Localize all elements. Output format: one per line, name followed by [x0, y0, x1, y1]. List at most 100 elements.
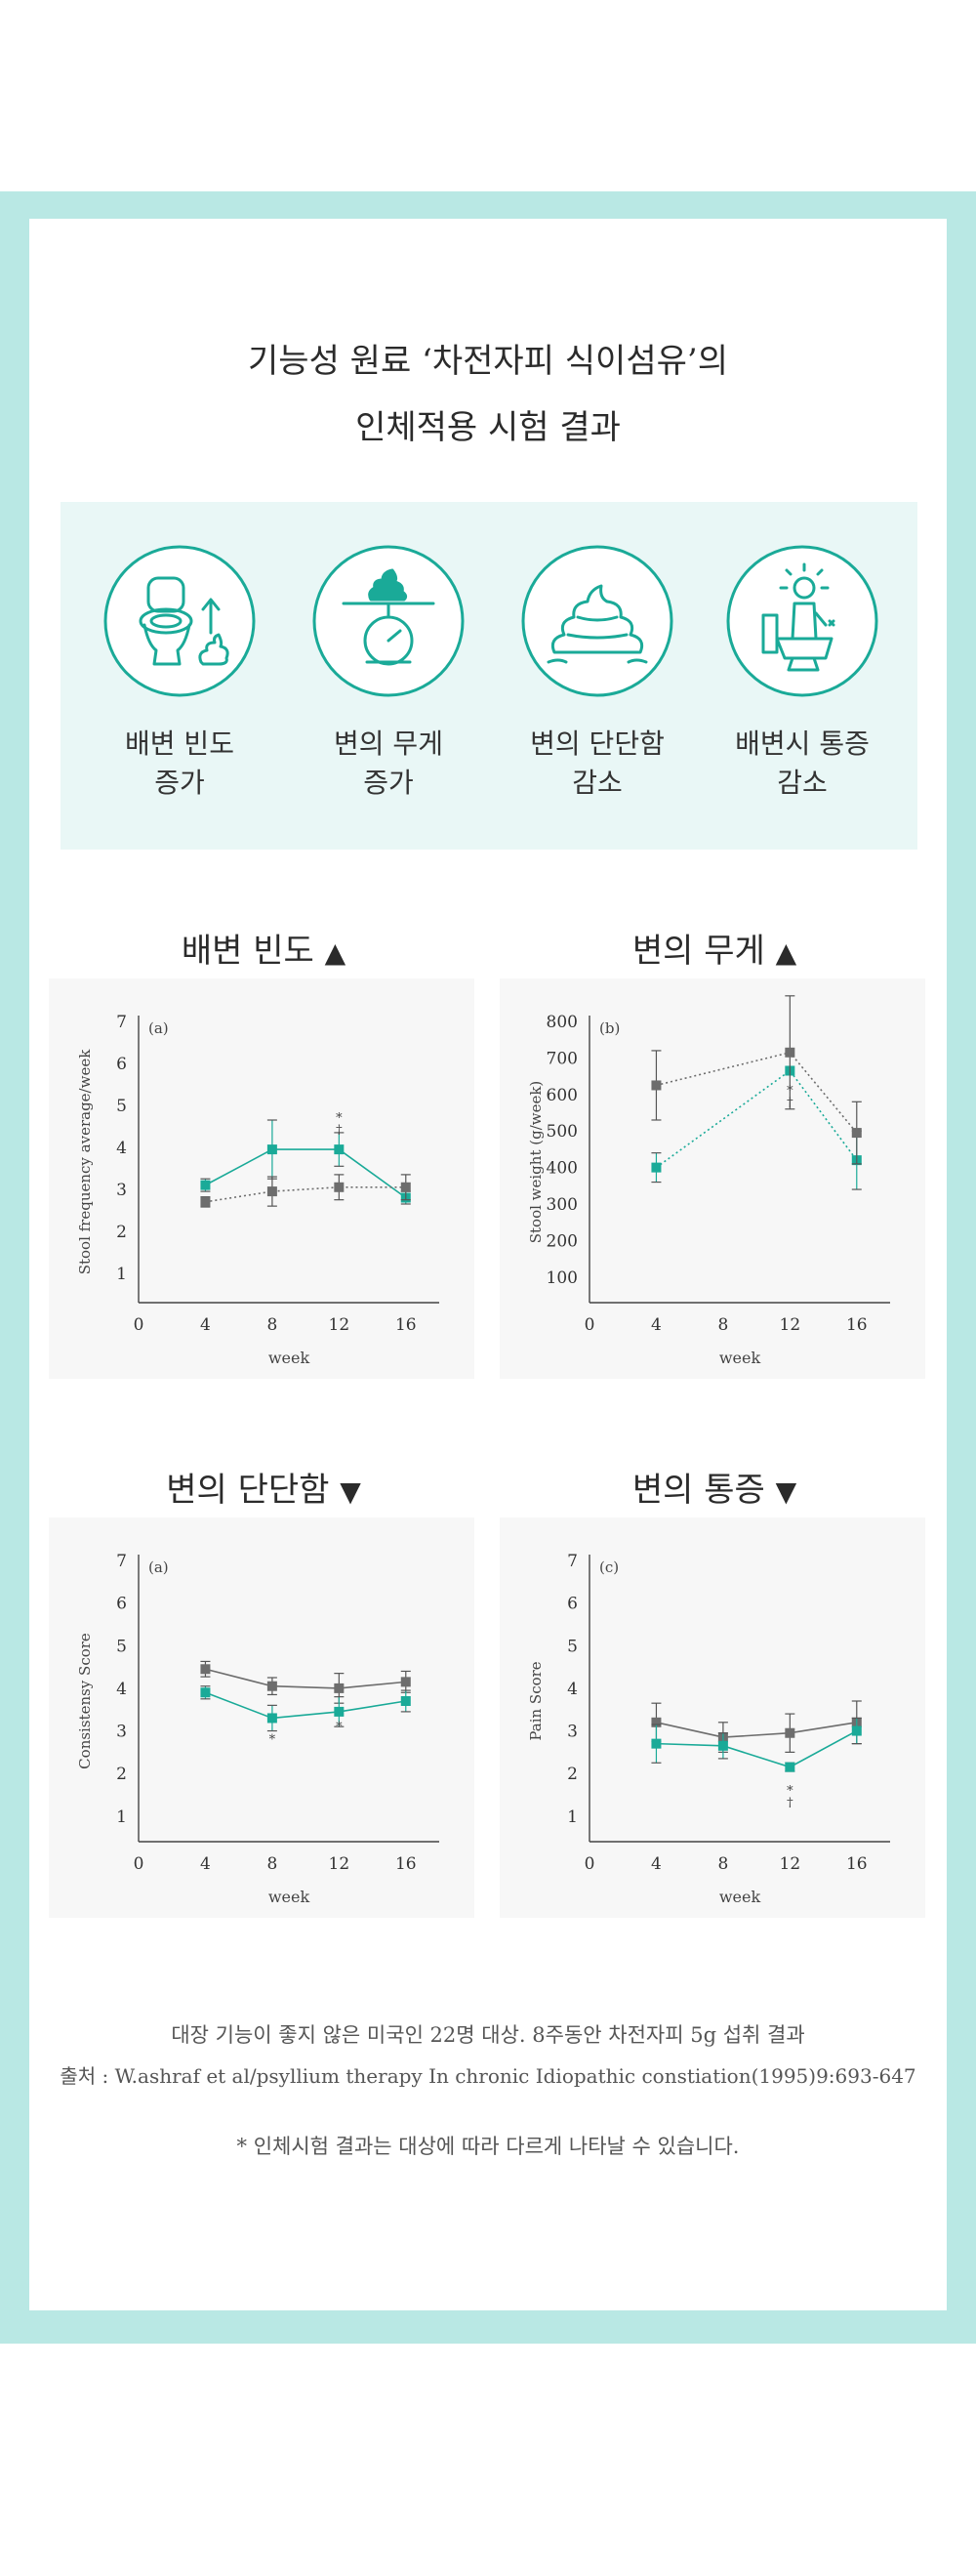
- x-tick-label: 8: [266, 1315, 277, 1335]
- data-point: [400, 1696, 411, 1706]
- data-point: [651, 1162, 662, 1173]
- series-line: [205, 1185, 406, 1203]
- benefit-label: 변의 무게 증가: [334, 727, 443, 799]
- y-tick-label: 6: [116, 1055, 127, 1074]
- series-line: [656, 1051, 858, 1134]
- data-point: [851, 1128, 862, 1139]
- y-tick-label: 3: [116, 1181, 127, 1200]
- chart-panel-pain: 0 4 8 12 16 1 2 3 4 5 6 7 week Pain Score (c) * †: [500, 1517, 925, 1918]
- data-point: [400, 1182, 411, 1192]
- data-point: [200, 1664, 211, 1675]
- y-tick-label: 6: [567, 1595, 578, 1614]
- data-point: [717, 1740, 728, 1751]
- y-tick-label: 4: [567, 1680, 578, 1699]
- y-tick-label: 800: [547, 1013, 578, 1032]
- content-frame: 기능성 원료 ‘차전자피 식이섬유’의 인체적용 시험 결과 배변 빈도 증가: [0, 191, 976, 2344]
- panel-label: (c): [599, 1558, 619, 1576]
- x-tick-label: 0: [134, 1854, 144, 1874]
- x-tick-label: 8: [266, 1854, 277, 1874]
- y-tick-label: 5: [567, 1637, 578, 1656]
- significance-mark: *: [269, 1733, 276, 1748]
- source-citation: 출처 : W.ashraf et al/psyllium therapy In …: [60, 2064, 916, 2088]
- y-tick-label: 3: [567, 1723, 578, 1742]
- benefit-label: 변의 단단함 감소: [530, 727, 665, 799]
- y-tick-label: 1: [567, 1807, 578, 1827]
- page-title-line-1: 기능성 원료 ‘차전자피 식이섬유’의: [248, 342, 728, 381]
- series-line: [656, 1729, 858, 1768]
- chart-title-pain: 변의 통증 ▼: [631, 1471, 797, 1510]
- benefit-stool-weight: 변의 무게 증가: [291, 543, 486, 803]
- study-summary: 대장 기능이 좋지 않은 미국인 22명 대상. 8주동안 차전자피 5g 섭취…: [171, 2023, 805, 2047]
- data-point: [200, 1180, 211, 1190]
- x-tick-label: 12: [780, 1315, 801, 1335]
- x-tick-label: 8: [717, 1854, 728, 1874]
- data-point: [400, 1677, 411, 1687]
- y-tick-label: 2: [567, 1765, 578, 1784]
- series-line: [205, 1148, 407, 1199]
- data-point: [651, 1738, 662, 1749]
- significance-mark: †: [787, 1096, 793, 1110]
- series-line: [655, 1069, 858, 1169]
- page-title-line-2: 인체적용 시험 결과: [355, 408, 621, 447]
- x-axis-label: week: [268, 1349, 310, 1367]
- data-point: [651, 1717, 662, 1727]
- chart-panel-hardness: 0 4 8 12 16 1 2 3 4 5 6 7 week Consistensy Score (a) * *: [49, 1517, 474, 1918]
- y-axis-label: Stool weight (g/week): [527, 1081, 545, 1244]
- y-tick-label: 700: [547, 1049, 578, 1068]
- x-tick-label: 16: [395, 1854, 417, 1874]
- x-tick-label: 12: [329, 1315, 350, 1335]
- data-point: [200, 1196, 211, 1207]
- chart-title-weight: 변의 무게 ▲: [631, 932, 797, 971]
- data-point: [785, 1762, 795, 1772]
- x-tick-label: 12: [329, 1854, 350, 1874]
- data-point: [851, 1725, 862, 1736]
- benefit-label: 배변시 통증 감소: [735, 727, 870, 799]
- y-tick-label: 6: [116, 1595, 127, 1614]
- series-line: [205, 1691, 406, 1720]
- benefit-stool-frequency: 배변 빈도 증가: [82, 543, 277, 803]
- y-tick-label: 2: [116, 1223, 127, 1242]
- x-tick-label: 12: [780, 1854, 801, 1874]
- x-tick-label: 0: [134, 1315, 144, 1335]
- y-tick-label: 600: [547, 1086, 578, 1105]
- x-tick-label: 16: [395, 1315, 417, 1335]
- data-point: [266, 1681, 277, 1691]
- significance-mark: *: [787, 1784, 793, 1799]
- y-tick-label: 100: [547, 1268, 578, 1288]
- data-point: [266, 1713, 277, 1724]
- significance-mark: *: [336, 1111, 343, 1126]
- y-tick-label: 7: [116, 1552, 127, 1571]
- y-tick-label: 400: [547, 1159, 578, 1179]
- chart-title-hardness: 변의 단단함 ▼: [166, 1471, 361, 1510]
- benefits-panel: 배변 빈도 증가 변의 무게 증가: [61, 502, 917, 850]
- data-point: [200, 1687, 211, 1698]
- data-point: [334, 1144, 345, 1155]
- y-tick-label: 1: [116, 1265, 127, 1284]
- x-tick-label: 0: [585, 1854, 595, 1874]
- x-axis-label: week: [719, 1888, 761, 1906]
- data-point: [785, 1047, 795, 1058]
- significance-mark: †: [336, 1123, 343, 1138]
- panel-label: (a): [148, 1019, 169, 1037]
- significance-mark: *: [787, 1084, 793, 1099]
- y-tick-label: 2: [116, 1765, 127, 1784]
- y-tick-label: 1: [116, 1807, 127, 1827]
- stool-swirl-icon: [521, 545, 673, 697]
- content-card: 기능성 원료 ‘차전자피 식이섬유’의 인체적용 시험 결과 배변 빈도 증가: [29, 219, 947, 2310]
- y-tick-label: 5: [116, 1097, 127, 1116]
- y-axis-label: Consistensy Score: [76, 1633, 94, 1769]
- chart-panel-frequency: 0 4 8 12 16 1 2 3 4 5 6 7 week Stool frequency averag…: [49, 978, 474, 1379]
- toilet-stool-up-icon: [103, 545, 256, 697]
- x-tick-label: 16: [846, 1854, 868, 1874]
- panel-label: (b): [599, 1019, 620, 1037]
- person-toilet-sun-icon: [726, 545, 878, 697]
- x-tick-label: 16: [846, 1315, 868, 1335]
- data-point: [651, 1080, 662, 1091]
- y-tick-label: 5: [116, 1637, 127, 1656]
- benefit-label: 배변 빈도 증가: [125, 727, 234, 799]
- y-axis-label: Pain Score: [527, 1661, 545, 1740]
- benefit-pain: 배변시 통증 감소: [705, 543, 900, 803]
- y-tick-label: 500: [547, 1122, 578, 1142]
